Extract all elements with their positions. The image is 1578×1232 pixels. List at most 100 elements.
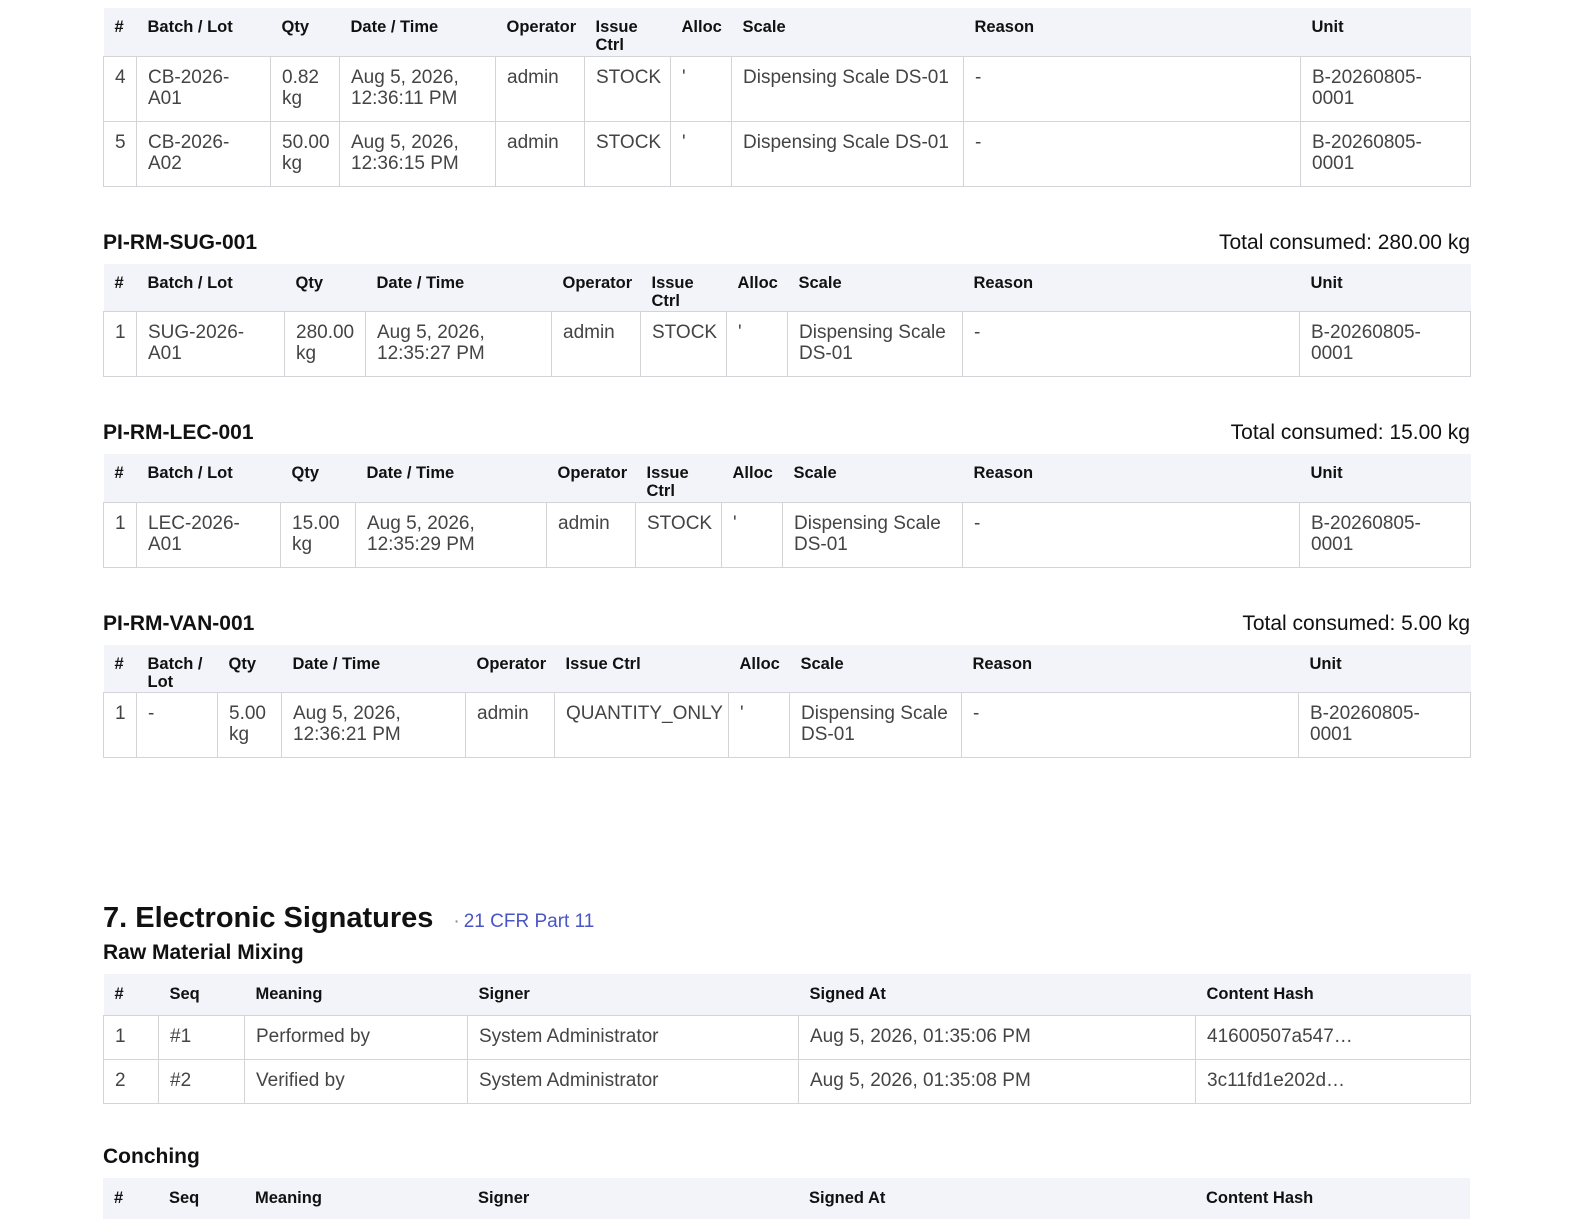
cell-datetime: Aug 5, 2026, 12:36:21 PM — [281, 692, 466, 758]
col-header: Qty — [217, 644, 282, 693]
cell-batch: CB-2026-A02 — [136, 120, 271, 187]
col-header: Date / Time — [339, 8, 496, 56]
cell-scale: Dispensing Scale DS-01 — [782, 501, 963, 568]
col-header: Scale — [789, 644, 962, 693]
cell-scale: Dispensing Scale DS-01 — [731, 55, 964, 122]
cell-qty: 15.00 kg — [280, 501, 356, 568]
col-header: Date / Time — [365, 263, 552, 312]
cell-issue-ctrl: STOCK — [584, 120, 671, 187]
col-header: Alloc — [728, 644, 790, 693]
cell-signed-at: Aug 5, 2026, 01:35:08 PM — [798, 1058, 1196, 1104]
table-row: 4 CB-2026-A01 0.82 kg Aug 5, 2026, 12:36… — [103, 55, 1471, 122]
col-header: # — [103, 263, 137, 312]
consumption-table: # Batch / Lot Qty Date / Time Operator I… — [103, 644, 1471, 758]
material-total: Total consumed: 15.00 kg — [1230, 421, 1470, 444]
cell-issue-ctrl: STOCK — [640, 311, 727, 377]
table-header-row: # Batch / Lot Qty Date / Time Operator I… — [103, 644, 1471, 693]
col-header: # — [103, 974, 159, 1015]
col-header: Operator — [546, 454, 636, 502]
cell-index: 5 — [103, 120, 137, 187]
col-header: Batch / Lot — [136, 263, 285, 312]
section-title: 7. Electronic Signatures — [103, 902, 434, 934]
col-header: Issue Ctrl — [584, 8, 671, 56]
table-header-row: # Seq Meaning Signer Signed At Content H… — [103, 974, 1471, 1015]
col-header: Unit — [1298, 644, 1471, 693]
col-header: Signed At — [798, 974, 1196, 1015]
cell-reason: - — [961, 692, 1299, 758]
cell-index: 2 — [103, 1058, 159, 1104]
col-header: Batch / Lot — [136, 454, 281, 502]
cell-batch: CB-2026-A01 — [136, 55, 271, 122]
cell-unit: B-20260805-0001 — [1298, 692, 1471, 758]
cell-datetime: Aug 5, 2026, 12:36:11 PM — [339, 55, 496, 122]
col-header: Scale — [787, 263, 963, 312]
cell-unit: B-20260805-0001 — [1300, 120, 1471, 187]
cell-index: 1 — [103, 692, 137, 758]
table-header-row: # Batch / Lot Qty Date / Time Operator I… — [103, 263, 1471, 312]
table-header-row: # Batch / Lot Qty Date / Time Operator I… — [103, 454, 1471, 502]
badge-label: 21 CFR Part 11 — [463, 911, 595, 932]
cell-content-hash: 41600507a547… — [1195, 1014, 1471, 1060]
col-header: Qty — [280, 454, 356, 502]
col-header: # — [103, 644, 137, 693]
cell-reason: - — [963, 120, 1301, 187]
col-header: Meaning — [244, 1177, 467, 1219]
col-header: # — [103, 1177, 158, 1219]
cell-alloc: ' — [670, 55, 732, 122]
cell-alloc: ' — [721, 501, 783, 568]
cell-reason: - — [962, 501, 1300, 568]
cell-seq: #2 — [158, 1058, 245, 1104]
col-header: Unit — [1300, 8, 1471, 56]
col-header: Alloc — [670, 8, 732, 56]
col-header: Signed At — [798, 1177, 1195, 1219]
col-header: Unit — [1299, 263, 1471, 312]
col-header: Qty — [270, 8, 340, 56]
cell-seq: #1 — [158, 1014, 245, 1060]
cell-batch: LEC-2026-A01 — [136, 501, 281, 568]
col-header: Issue Ctrl — [640, 263, 727, 312]
col-header: Content Hash — [1195, 974, 1471, 1015]
col-header: Qty — [284, 263, 366, 312]
table-row: 5 CB-2026-A02 50.00 kg Aug 5, 2026, 12:3… — [103, 120, 1471, 187]
col-header: # — [103, 454, 137, 502]
cell-scale: Dispensing Scale DS-01 — [789, 692, 962, 758]
table-row: 1 LEC-2026-A01 15.00 kg Aug 5, 2026, 12:… — [103, 501, 1471, 568]
cell-index: 4 — [103, 55, 137, 122]
cell-meaning: Verified by — [244, 1058, 468, 1104]
cell-unit: B-20260805-0001 — [1299, 311, 1471, 377]
cell-qty: 280.00 kg — [284, 311, 366, 377]
col-header: Signer — [467, 974, 799, 1015]
col-header: Scale — [782, 454, 963, 502]
col-header: Reason — [962, 263, 1300, 312]
cell-content-hash: 3c11fd1e202d… — [1195, 1058, 1471, 1104]
col-header: Reason — [961, 644, 1299, 693]
material-header: PI-RM-SUG-001 Total consumed: 280.00 kg — [103, 225, 1470, 255]
cell-datetime: Aug 5, 2026, 12:35:27 PM — [365, 311, 552, 377]
cell-operator: admin — [495, 120, 585, 187]
signature-group-title: Conching — [103, 1144, 200, 1168]
col-header: Batch / Lot — [136, 644, 218, 693]
col-header: Signer — [467, 1177, 798, 1219]
col-header: Operator — [551, 263, 641, 312]
col-header: Operator — [465, 644, 555, 693]
cell-signer: System Administrator — [467, 1058, 799, 1104]
col-header: Seq — [158, 974, 245, 1015]
section-heading: 7. Electronic Signatures · 21 CFR Part 11 — [103, 902, 594, 935]
cell-datetime: Aug 5, 2026, 12:36:15 PM — [339, 120, 496, 187]
cell-datetime: Aug 5, 2026, 12:35:29 PM — [355, 501, 547, 568]
col-header: Issue Ctrl — [635, 454, 722, 502]
cell-batch: - — [136, 692, 218, 758]
cell-signed-at: Aug 5, 2026, 01:35:06 PM — [798, 1014, 1196, 1060]
col-header: Alloc — [726, 263, 788, 312]
regulation-badge: · 21 CFR Part 11 — [453, 911, 594, 933]
cell-qty: 50.00 kg — [270, 120, 340, 187]
cell-batch: SUG-2026-A01 — [136, 311, 285, 377]
cell-signer: System Administrator — [467, 1014, 799, 1060]
cell-reason: - — [963, 55, 1301, 122]
consumption-table: # Batch / Lot Qty Date / Time Operator I… — [103, 454, 1471, 568]
table-header-row: # Seq Meaning Signer Signed At Content H… — [103, 1177, 1470, 1219]
col-header: Alloc — [721, 454, 783, 502]
consumption-table-continued: # Batch / Lot Qty Date / Time Operator I… — [103, 8, 1471, 187]
material-header: PI-RM-VAN-001 Total consumed: 5.00 kg — [103, 606, 1470, 636]
cell-operator: admin — [495, 55, 585, 122]
